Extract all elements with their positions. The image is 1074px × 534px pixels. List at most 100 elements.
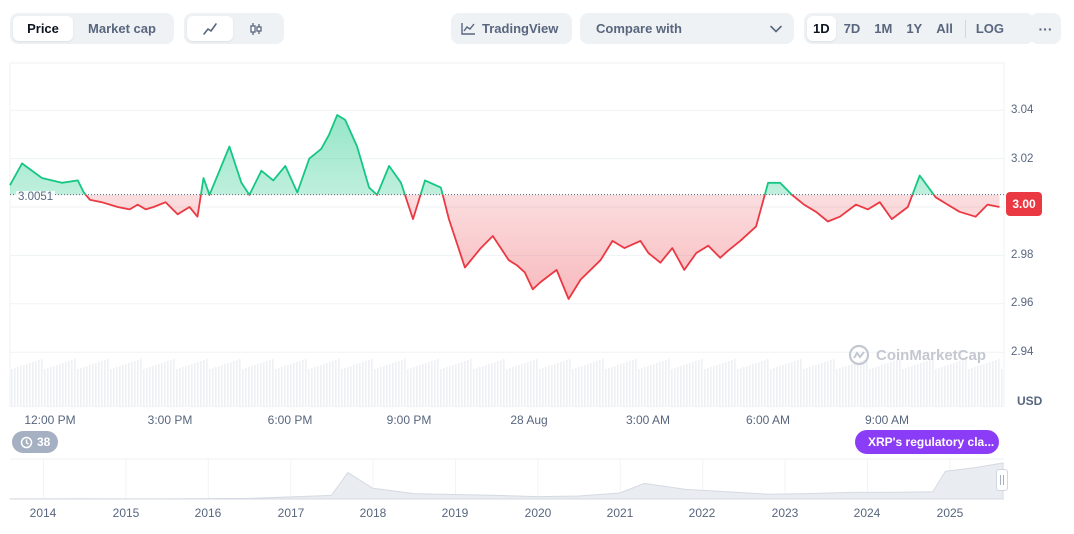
range-1m[interactable]: 1M — [874, 21, 893, 36]
volume-bar — [545, 367, 547, 407]
volume-bar — [647, 366, 649, 407]
volume-bar — [74, 359, 76, 407]
volume-bar — [362, 362, 364, 407]
plot-frame — [9, 62, 1005, 407]
volume-bar — [464, 361, 466, 407]
watermark-text: CoinMarketCap — [876, 346, 987, 364]
volume-bar — [980, 365, 982, 407]
candlestick-icon[interactable] — [233, 16, 279, 41]
volume-bar — [149, 367, 151, 407]
navigator-tick: 2023 — [771, 506, 799, 520]
volume-bar — [485, 365, 487, 407]
navigator-handle[interactable] — [996, 469, 1008, 491]
volume-bar — [353, 365, 355, 407]
volume-bar — [392, 363, 394, 407]
volume-bar — [401, 360, 403, 407]
volume-bar — [587, 364, 589, 407]
volume-bar — [758, 362, 760, 407]
volume-bar — [506, 369, 508, 407]
volume-bar — [68, 361, 70, 407]
volume-bar — [179, 368, 181, 407]
volume-bar — [881, 365, 883, 407]
volume-bar — [905, 368, 907, 407]
volume-bar — [533, 360, 535, 407]
volume-bar — [200, 361, 202, 407]
volume-bar — [896, 360, 898, 407]
volume-bar — [332, 361, 334, 407]
volume-bar — [977, 366, 979, 407]
volume-bar — [581, 366, 583, 407]
volume-bar — [668, 359, 670, 407]
volume-bar — [920, 363, 922, 407]
volume-bar — [296, 362, 298, 407]
volume-bars — [11, 359, 1003, 407]
volume-bar — [71, 360, 73, 407]
volume-bar — [584, 365, 586, 407]
navigator-tick: 2017 — [277, 506, 305, 520]
more-options-button[interactable]: ··· — [1030, 13, 1061, 44]
navigator-tick: 2025 — [936, 506, 964, 520]
y-tick: 3.02 — [1011, 153, 1034, 165]
volume-bar — [350, 366, 352, 407]
volume-bar — [692, 362, 694, 407]
volume-bar — [803, 369, 805, 407]
volume-bar — [929, 360, 931, 407]
x-tick: 6:00 PM — [267, 413, 313, 427]
volume-bar — [848, 365, 850, 407]
volume-bar — [710, 367, 712, 407]
volume-bar — [674, 368, 676, 407]
volume-bar — [167, 361, 169, 407]
compare-with-dropdown[interactable]: Compare with — [580, 13, 794, 44]
tradingview-button[interactable]: TradingView — [451, 13, 572, 44]
watermark: CoinMarketCap — [848, 344, 986, 366]
volume-bar — [626, 362, 628, 407]
market-cap-tab[interactable]: Market cap — [88, 21, 156, 36]
coinmarketcap-logo-icon — [848, 344, 870, 366]
volume-bar — [431, 361, 433, 407]
volume-bar — [599, 360, 601, 407]
price-chart[interactable] — [0, 55, 1010, 407]
volume-bar — [575, 368, 577, 407]
volume-bar — [953, 363, 955, 407]
news-event-button[interactable]: XRP's regulatory cla... — [855, 430, 999, 454]
volume-bar — [470, 359, 472, 407]
volume-bar — [770, 369, 772, 407]
range-1y[interactable]: 1Y — [906, 21, 923, 36]
volume-bar — [446, 367, 448, 407]
volume-bar — [164, 362, 166, 407]
volume-bar — [86, 366, 88, 407]
volume-bar — [512, 367, 514, 407]
range-1d[interactable]: 1D — [807, 16, 836, 41]
volume-bar — [689, 363, 691, 407]
line-chart-icon[interactable] — [187, 16, 233, 41]
volume-bar — [935, 369, 937, 407]
chevron-down-icon — [770, 25, 782, 33]
volume-bar — [518, 365, 520, 407]
volume-bar — [65, 362, 67, 407]
volume-bar — [746, 366, 748, 407]
volume-bar — [731, 360, 733, 407]
volume-bar — [620, 364, 622, 407]
volume-bar — [26, 364, 28, 407]
range-7d[interactable]: 7D — [843, 21, 861, 36]
volume-bar — [509, 368, 511, 407]
volume-bar — [380, 367, 382, 407]
volume-bar — [995, 360, 997, 407]
volume-bar — [272, 359, 274, 407]
range-all[interactable]: All — [936, 21, 953, 36]
volume-bar — [239, 359, 241, 407]
log-scale-button[interactable]: LOG — [975, 21, 1005, 36]
volume-bar — [383, 366, 385, 407]
events-button[interactable]: 38 — [12, 431, 59, 453]
navigator-chart[interactable] — [0, 455, 1074, 503]
volume-bar — [242, 369, 244, 407]
volume-bar — [818, 364, 820, 407]
price-tab[interactable]: Price — [13, 16, 73, 41]
volume-bar — [113, 368, 115, 407]
volume-bar — [608, 368, 610, 407]
volume-bar — [902, 369, 904, 407]
navigator-tick: 2015 — [112, 506, 140, 520]
volume-bar — [47, 368, 49, 407]
volume-bar — [311, 368, 313, 407]
volume-bar — [119, 366, 121, 407]
